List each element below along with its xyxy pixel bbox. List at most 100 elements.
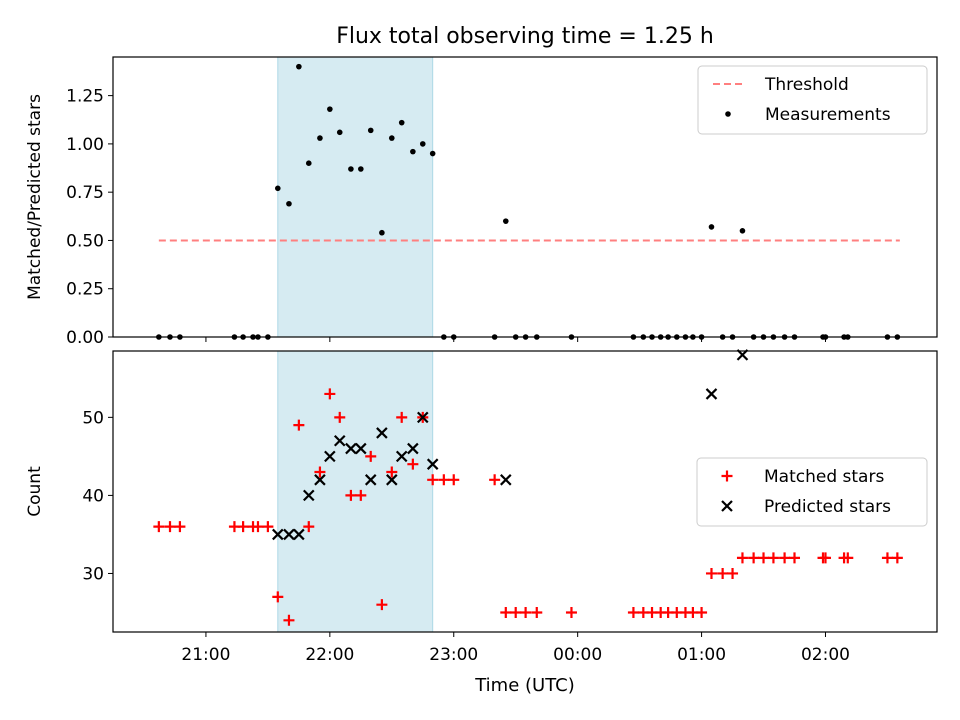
matched-stars-point xyxy=(153,521,165,533)
matched-stars-point xyxy=(819,552,831,564)
matched-stars-point xyxy=(510,606,522,618)
measurements-point xyxy=(429,150,436,157)
matched-stars-point xyxy=(365,450,377,462)
bottom-observing-window xyxy=(277,350,434,633)
measurements-point xyxy=(317,135,323,141)
measurements-point xyxy=(305,160,312,167)
matched-stars-point xyxy=(489,474,501,486)
matched-stars-point xyxy=(324,388,336,400)
bottom-y-tick-label: 30 xyxy=(82,564,104,584)
x-tick-label: 21:00 xyxy=(181,645,230,665)
measurements-point xyxy=(296,63,302,70)
predicted-stars-point xyxy=(426,458,439,470)
predicted-stars-point xyxy=(376,427,388,439)
bottom-y-axis-label: Count xyxy=(25,466,45,517)
predicted-stars-point xyxy=(355,442,367,455)
measurements-point xyxy=(410,148,416,155)
measurements-legend-marker xyxy=(725,111,731,117)
threshold-legend-label: Threshold xyxy=(764,75,849,95)
top-panel: 0.00 0.25 0.50 0.75 1.00 1.25 Matched/Predicte… xyxy=(25,56,938,348)
matched-stars-point xyxy=(736,552,748,564)
predicted-stars-point xyxy=(283,528,295,541)
top-y-tick-label: 1.25 xyxy=(66,87,104,107)
matched-stars-point xyxy=(448,474,460,486)
matched-stars-point xyxy=(881,552,893,564)
bottom-plot-frame xyxy=(112,350,938,633)
predicted-stars-point xyxy=(364,474,377,486)
matched-stars-point xyxy=(407,458,419,470)
matched-stars-point xyxy=(427,474,439,486)
predicted-stars-point xyxy=(705,388,718,400)
x-tick-label: 01:00 xyxy=(677,645,726,665)
matched-stars-point xyxy=(438,474,450,486)
measurements-point xyxy=(739,227,746,234)
measurements-point xyxy=(708,224,715,230)
bottom-panel: 30 40 50 21:00 22:00 23:00 00:00 01:00 02:00 Coun… xyxy=(25,349,938,665)
measurements-point xyxy=(502,218,509,224)
top-y-tick-label: 0.50 xyxy=(66,231,104,251)
top-y-axis-label: Matched/Predicted stars xyxy=(25,94,45,300)
bottom-y-tick-label: 40 xyxy=(82,486,104,506)
measurements-point xyxy=(327,106,333,112)
matched-stars-point xyxy=(779,552,791,564)
matched-stars-point xyxy=(237,521,249,533)
matched-stars-point xyxy=(627,606,639,618)
top-legend: Threshold Measurements xyxy=(697,65,928,135)
top-y-tick-label: 0.25 xyxy=(66,280,104,300)
matched-stars-point xyxy=(767,552,779,564)
matched-stars-point xyxy=(727,567,739,579)
matched-stars-point xyxy=(386,466,398,478)
matched-stars-point xyxy=(314,466,326,478)
predicted-stars-point xyxy=(500,474,512,486)
predicted-stars-point xyxy=(324,450,336,463)
matched-stars-point xyxy=(262,521,274,533)
measurements-point xyxy=(286,200,292,207)
measurements-point xyxy=(388,135,395,141)
measurements-point xyxy=(367,127,374,134)
measurements-point xyxy=(336,129,343,136)
bottom-legend: Matched stars Predicted stars xyxy=(696,457,928,527)
matched-stars-point xyxy=(500,606,512,618)
predicted-stars-point xyxy=(407,442,419,455)
measurements-point xyxy=(379,229,385,236)
matched-stars-point xyxy=(334,411,346,423)
top-y-tick-label: 0.75 xyxy=(66,183,104,203)
matched-stars-point xyxy=(842,552,854,564)
matched-stars-point xyxy=(705,567,717,579)
bottom-legend-box xyxy=(696,457,928,527)
matched-stars-point xyxy=(303,521,315,533)
x-tick-label: 23:00 xyxy=(429,645,478,665)
matched-stars-point xyxy=(717,567,729,579)
matched-stars-legend-label: Matched stars xyxy=(764,467,884,487)
matched-stars-point xyxy=(174,521,186,533)
x-tick-label: 02:00 xyxy=(801,645,850,665)
predicted-stars-point xyxy=(386,474,398,486)
predicted-stars-point xyxy=(395,450,408,463)
predicted-stars-point xyxy=(333,434,346,447)
measurements-point xyxy=(419,141,426,147)
matched-stars-point xyxy=(520,606,532,618)
predicted-stars-point xyxy=(272,528,284,541)
chart-title: Flux total observing time = 1.25 h xyxy=(336,24,714,49)
measurements-legend-label: Measurements xyxy=(765,105,891,125)
bottom-y-tick-label: 50 xyxy=(82,408,104,428)
matched-stars-legend-marker xyxy=(721,470,733,482)
top-plot-frame xyxy=(112,56,938,338)
x-axis-label: Time (UTC) xyxy=(474,675,575,696)
top-y-tick-label: 1.00 xyxy=(66,135,104,155)
matched-stars-point xyxy=(565,606,577,618)
matched-stars-point xyxy=(272,591,284,603)
top-y-tick-label: 0.00 xyxy=(66,328,104,348)
predicted-stars-point xyxy=(314,474,326,486)
matched-stars-point xyxy=(531,606,543,618)
predicted-stars-point xyxy=(416,411,429,424)
matched-stars-point xyxy=(376,599,388,611)
x-tick-label: 22:00 xyxy=(305,645,354,665)
matched-stars-point xyxy=(283,614,295,626)
matched-stars-point xyxy=(252,521,264,533)
matched-stars-point xyxy=(758,552,770,564)
predicted-stars-point xyxy=(293,528,305,541)
matched-stars-point xyxy=(164,521,176,533)
predicted-stars-point xyxy=(345,442,357,455)
